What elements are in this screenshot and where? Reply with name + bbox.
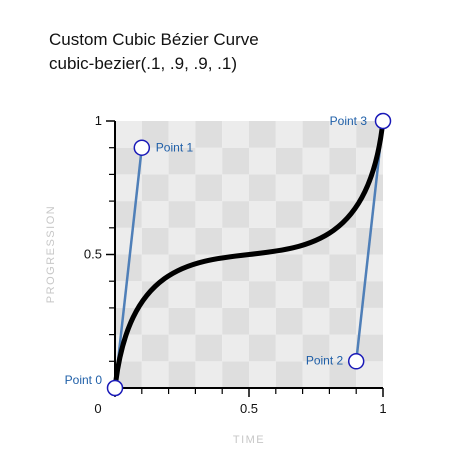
grid-cell (275, 281, 303, 308)
grid-cell (141, 227, 169, 255)
grid-cell (249, 334, 276, 362)
handle-line-end (354, 120, 385, 362)
grid-cell (222, 307, 249, 335)
grid-cell (275, 307, 303, 335)
grid-cell (249, 121, 276, 148)
grid-cell (141, 307, 169, 335)
grid-cell (302, 361, 330, 388)
grid-cell (168, 147, 196, 175)
grid-cell (249, 254, 276, 282)
grid-cell (222, 281, 249, 308)
grid-cell (302, 147, 330, 175)
grid-cell (302, 121, 330, 148)
grid-cell (168, 174, 196, 202)
grid-cell (222, 227, 249, 255)
grid-cell (275, 174, 303, 202)
point-label-1: Point 1 (156, 141, 194, 155)
x-axis-title: TIME (233, 434, 265, 446)
bezier-curve-group (112, 118, 386, 391)
chart-subtitle: cubic-bezier(.1, .9, .9, .1) (49, 54, 238, 73)
x-tick-label: 0 (94, 401, 101, 416)
grid-cell (275, 201, 303, 228)
grid-cell (115, 281, 142, 308)
point-0-handle[interactable] (106, 379, 124, 397)
grid-cell (275, 121, 303, 148)
grid-cell (329, 121, 357, 148)
axes (106, 120, 384, 397)
point-3-handle[interactable] (374, 112, 392, 130)
grid-cell (168, 227, 196, 255)
grid-cell (275, 334, 303, 362)
grid-cell (356, 254, 383, 282)
grid-cell (222, 147, 249, 175)
grid-cell (275, 254, 303, 282)
grid-cell (168, 307, 196, 335)
y-tick-label: 1 (95, 113, 102, 128)
grid-cell (249, 147, 276, 175)
chart-title: Custom Cubic Bézier Curve (49, 30, 259, 49)
grid-cell (302, 334, 330, 362)
grid-cell (329, 174, 357, 202)
grid-cell (195, 281, 223, 308)
grid-cell (356, 281, 383, 308)
grid-cell (168, 334, 196, 362)
grid-cell (249, 361, 276, 388)
x-tick-label: 1 (379, 401, 386, 416)
grid-cell (329, 254, 357, 282)
grid-cell (302, 201, 330, 228)
grid-cell (275, 361, 303, 388)
grid-cell (141, 334, 169, 362)
control-handles (113, 120, 385, 389)
grid-cell (195, 307, 223, 335)
grid-cell (141, 174, 169, 202)
grid-cell (115, 201, 142, 228)
grid-cell (249, 281, 276, 308)
y-axis-title: PROGRESSION (45, 205, 57, 303)
grid-cell (222, 334, 249, 362)
grid-cell (302, 254, 330, 282)
grid-cell (249, 174, 276, 202)
grid-cell (195, 334, 223, 362)
point-label-3: Point 3 (330, 114, 368, 128)
grid-cell (141, 361, 169, 388)
grid-cell (195, 361, 223, 388)
grid-cell (329, 147, 357, 175)
grid-cell (195, 201, 223, 228)
point-label-0: Point 0 (65, 373, 103, 387)
handle-line-start (113, 147, 144, 389)
grid-cell (329, 307, 357, 335)
chart-title-block: Custom Cubic Bézier Curve cubic-bezier(.… (49, 28, 259, 76)
grid-cell (141, 201, 169, 228)
x-tick-label: 0.5 (240, 401, 258, 416)
grid-cell (168, 201, 196, 228)
grid-cell (222, 121, 249, 148)
grid-cell (222, 174, 249, 202)
grid-cell (168, 121, 196, 148)
point-2-handle[interactable] (347, 353, 365, 370)
point-1-handle[interactable] (133, 139, 151, 156)
point-label-2: Point 2 (306, 353, 344, 367)
y-tick-label: 0.5 (84, 247, 102, 262)
grid-cell (195, 174, 223, 202)
grid-cell (302, 307, 330, 335)
labels: 0 0.5 1 0.5 1 TIME PROGRESSION Point 0 Point 1 Po… (45, 113, 387, 446)
control-points[interactable] (106, 112, 392, 397)
grid-cell (195, 121, 223, 148)
grid-cell (302, 174, 330, 202)
grid-cell (222, 201, 249, 228)
grid-cell (222, 361, 249, 388)
grid-cell (302, 281, 330, 308)
grid-cell (168, 281, 196, 308)
grid-cell (168, 361, 196, 388)
grid-cell (249, 307, 276, 335)
grid-cell (356, 201, 383, 228)
bezier-curve (112, 118, 386, 391)
grid-cell (249, 201, 276, 228)
grid-cell (195, 147, 223, 175)
grid-cell (195, 227, 223, 255)
grid-cell (329, 281, 357, 308)
grid-cell (275, 147, 303, 175)
grid-cell (115, 227, 142, 255)
